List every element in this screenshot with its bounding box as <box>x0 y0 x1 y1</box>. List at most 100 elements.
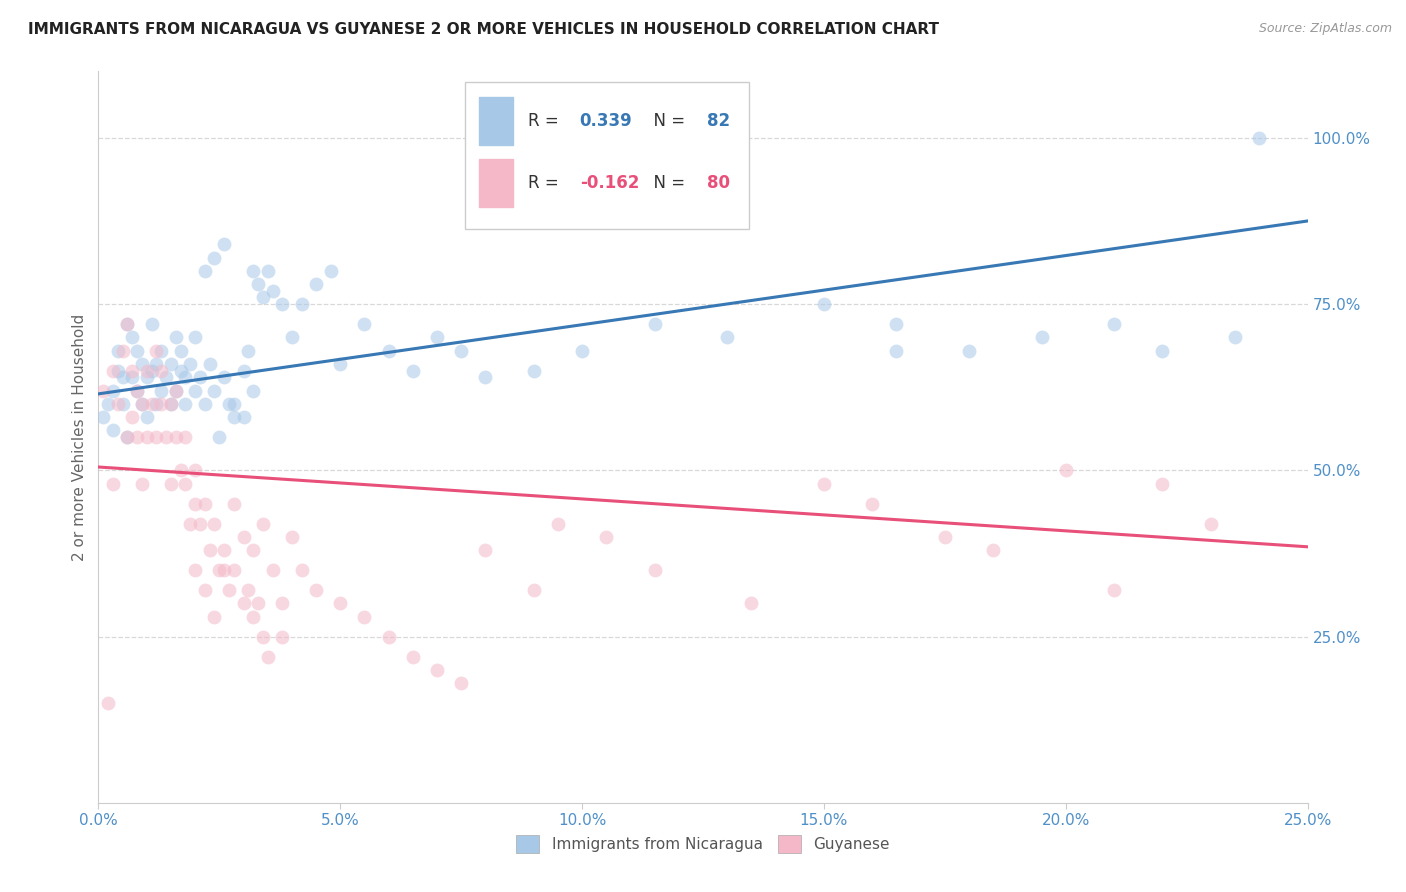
Point <box>101 384 124 398</box>
Point <box>179 357 201 371</box>
Point <box>127 430 149 444</box>
Point <box>271 630 294 644</box>
Point <box>194 582 217 597</box>
Point <box>218 582 240 597</box>
Point <box>135 410 157 425</box>
Point <box>957 343 980 358</box>
Point <box>402 649 425 664</box>
Point <box>194 264 217 278</box>
Point <box>204 609 226 624</box>
Point <box>141 363 163 377</box>
Point <box>131 397 153 411</box>
Point <box>1102 317 1125 331</box>
Point <box>290 297 312 311</box>
Point <box>329 357 352 371</box>
Text: 80: 80 <box>707 174 730 192</box>
Point <box>127 384 149 398</box>
Point <box>169 463 191 477</box>
Text: Source: ZipAtlas.com: Source: ZipAtlas.com <box>1258 22 1392 36</box>
Point <box>242 543 264 558</box>
Point <box>252 290 274 304</box>
Point <box>91 384 114 398</box>
Point <box>145 357 167 371</box>
Point <box>450 676 472 690</box>
Point <box>238 343 260 358</box>
Point <box>256 649 278 664</box>
Point <box>131 476 153 491</box>
Point <box>97 397 120 411</box>
Text: 82: 82 <box>707 112 730 129</box>
Point <box>426 663 449 677</box>
Point <box>131 357 153 371</box>
Point <box>1223 330 1246 344</box>
Text: 0.339: 0.339 <box>579 112 633 129</box>
Point <box>121 330 143 344</box>
Point <box>208 563 231 577</box>
Point <box>1199 516 1222 531</box>
Point <box>141 317 163 331</box>
Point <box>184 384 207 398</box>
Point <box>198 543 221 558</box>
Point <box>222 410 245 425</box>
Point <box>194 497 217 511</box>
Point <box>1031 330 1053 344</box>
Point <box>813 476 835 491</box>
Point <box>886 317 908 331</box>
Text: N =: N = <box>643 174 690 192</box>
Point <box>1054 463 1077 477</box>
Point <box>184 330 207 344</box>
Point <box>232 530 254 544</box>
Point <box>91 410 114 425</box>
Point <box>127 343 149 358</box>
Point <box>247 277 270 292</box>
Point <box>150 343 173 358</box>
Point <box>262 563 284 577</box>
Point <box>174 397 197 411</box>
Point <box>716 330 738 344</box>
Point <box>242 384 264 398</box>
Point <box>184 563 207 577</box>
Point <box>135 370 157 384</box>
Point <box>169 363 191 377</box>
Point <box>150 397 173 411</box>
Point <box>97 696 120 710</box>
Legend: Immigrants from Nicaragua, Guyanese: Immigrants from Nicaragua, Guyanese <box>509 827 897 861</box>
Point <box>117 317 139 331</box>
Point <box>121 363 143 377</box>
Point <box>353 609 375 624</box>
Point <box>271 596 294 610</box>
Point <box>145 397 167 411</box>
Point <box>256 264 278 278</box>
Point <box>1249 131 1271 145</box>
Point <box>934 530 956 544</box>
Point <box>145 430 167 444</box>
Point <box>101 363 124 377</box>
Point <box>377 630 399 644</box>
Point <box>204 516 226 531</box>
Point <box>179 516 201 531</box>
Point <box>127 384 149 398</box>
Point <box>426 330 449 344</box>
Point <box>238 582 260 597</box>
Point <box>523 363 546 377</box>
Point <box>165 384 187 398</box>
Point <box>222 497 245 511</box>
Point <box>571 343 593 358</box>
Point <box>169 343 191 358</box>
Point <box>204 251 226 265</box>
Point <box>242 609 264 624</box>
Point <box>547 516 569 531</box>
Point <box>232 410 254 425</box>
Point <box>353 317 375 331</box>
Point <box>184 463 207 477</box>
Point <box>117 430 139 444</box>
Point <box>305 582 328 597</box>
Point <box>474 543 496 558</box>
Text: N =: N = <box>643 112 690 129</box>
Point <box>150 384 173 398</box>
Point <box>107 343 129 358</box>
Point <box>188 370 211 384</box>
Point <box>135 430 157 444</box>
Point <box>165 330 187 344</box>
Point <box>740 596 762 610</box>
